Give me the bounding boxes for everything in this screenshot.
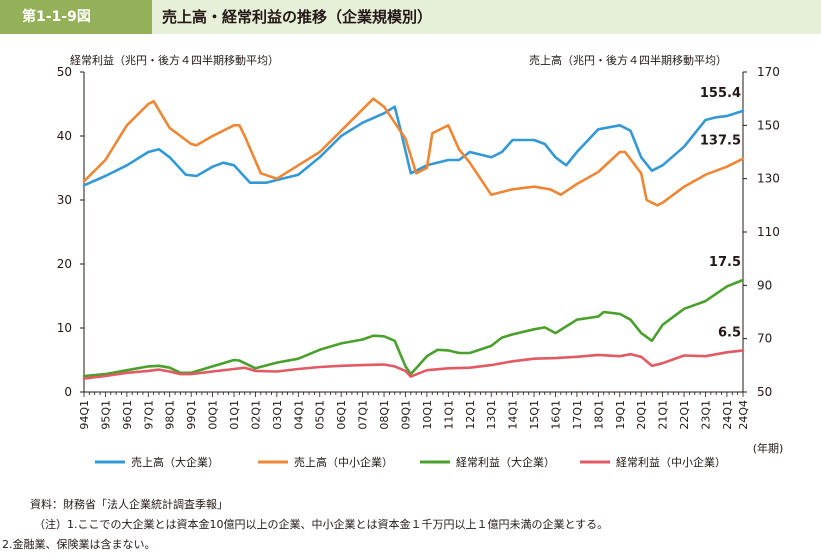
right-tick-label: 50 bbox=[757, 385, 772, 399]
x-tick-label: 14Q1 bbox=[507, 400, 520, 430]
x-tick-label: 17Q1 bbox=[571, 400, 584, 430]
right-tick-label: 110 bbox=[757, 225, 780, 239]
notes: 資料：財務省「法人企業統計調査季報」 （注）1.ここでの大企業とは資本金10億円… bbox=[2, 495, 609, 555]
series-line-1 bbox=[82, 97, 745, 207]
left-tick-label: 0 bbox=[64, 385, 72, 399]
x-tick-label: 04Q1 bbox=[292, 400, 305, 430]
x-tick-label: 00Q1 bbox=[207, 400, 220, 430]
x-tick-label: 06Q1 bbox=[335, 400, 348, 430]
right-axis-title: 売上高（兆円・後方４四半期移動平均） bbox=[529, 53, 727, 67]
legend-label-2: 経常利益（大企業） bbox=[456, 455, 555, 469]
legend-label-1: 売上高（中小企業） bbox=[294, 455, 393, 469]
figure-number: 第1-1-9図 bbox=[0, 0, 152, 34]
x-tick-label: 98Q1 bbox=[164, 400, 177, 430]
left-axis-title: 経常利益（兆円・後方４四半期移動平均） bbox=[70, 53, 279, 67]
x-tick-label: 05Q1 bbox=[314, 400, 327, 430]
x-tick-label: 20Q1 bbox=[635, 400, 648, 430]
x-axis-unit: (年期) bbox=[753, 441, 784, 455]
end-value-label: 137.5 bbox=[700, 134, 741, 149]
series-line-3 bbox=[82, 349, 745, 380]
legend-label-3: 経常利益（中小企業） bbox=[616, 455, 726, 469]
note-1: （注）1.ここでの大企業とは資本金10億円以上の企業、中小企業とは資本金１千万円… bbox=[34, 518, 609, 531]
end-value-label: 155.4 bbox=[700, 86, 741, 101]
x-tick-label: 22Q1 bbox=[678, 400, 691, 430]
x-tick-label: 11Q1 bbox=[442, 400, 455, 430]
legend-label-0: 売上高（大企業） bbox=[131, 455, 219, 469]
line-chart: 0 10 20 30 40 50 50 70 90 110 130 150 170 経常利益（兆円・後方４… bbox=[57, 53, 784, 469]
x-tick-label: 97Q1 bbox=[142, 400, 155, 430]
left-tick-label: 20 bbox=[57, 257, 72, 271]
figure-header: 第1-1-9図 売上高・経常利益の推移（企業規模別） bbox=[0, 0, 821, 34]
note-2: 2.金融業、保険業は含まない。 bbox=[2, 538, 156, 551]
x-tick-label: 16Q1 bbox=[549, 400, 562, 430]
x-tick-label: 10Q1 bbox=[421, 400, 434, 430]
left-tick-label: 40 bbox=[57, 129, 72, 143]
right-tick-label: 150 bbox=[757, 118, 780, 132]
x-tick-label: 09Q1 bbox=[399, 400, 412, 430]
x-tick-label: 19Q1 bbox=[614, 400, 627, 430]
right-tick-label: 70 bbox=[757, 332, 772, 346]
x-tick-label: 08Q1 bbox=[378, 400, 391, 430]
figure-title: 売上高・経常利益の推移（企業規模別） bbox=[152, 0, 821, 34]
end-value-label: 6.5 bbox=[718, 325, 741, 340]
x-tick-label: 02Q1 bbox=[249, 400, 262, 430]
x-tick-label: 01Q1 bbox=[228, 400, 241, 430]
x-tick-label: 12Q1 bbox=[464, 400, 477, 430]
left-tick-label: 10 bbox=[57, 321, 72, 335]
right-tick-label: 130 bbox=[757, 172, 780, 186]
x-tick-label: 24Q4 bbox=[737, 400, 750, 430]
source-note: 資料：財務省「法人企業統計調査季報」 bbox=[30, 498, 228, 511]
x-tick-label: 07Q1 bbox=[357, 400, 370, 430]
x-tick-label: 95Q1 bbox=[99, 400, 112, 430]
x-tick-label: 99Q1 bbox=[185, 400, 198, 430]
left-tick-label: 30 bbox=[57, 193, 72, 207]
x-tick-label: 24Q1 bbox=[721, 400, 734, 430]
right-tick-label: 170 bbox=[757, 65, 780, 79]
x-tick-label: 94Q1 bbox=[78, 400, 91, 430]
x-tick-label: 03Q1 bbox=[271, 400, 284, 430]
left-tick-label: 50 bbox=[57, 65, 72, 79]
x-tick-label: 18Q1 bbox=[592, 400, 605, 430]
x-tick-label: 13Q1 bbox=[485, 400, 498, 430]
x-tick-label: 21Q1 bbox=[657, 400, 670, 430]
series-line-0 bbox=[82, 105, 745, 187]
x-tick-label: 96Q1 bbox=[121, 400, 134, 430]
x-tick-label: 15Q1 bbox=[528, 400, 541, 430]
end-value-label: 17.5 bbox=[709, 255, 741, 270]
x-tick-label: 23Q1 bbox=[699, 400, 712, 430]
series-line-2 bbox=[82, 278, 745, 378]
right-tick-label: 90 bbox=[757, 278, 772, 292]
